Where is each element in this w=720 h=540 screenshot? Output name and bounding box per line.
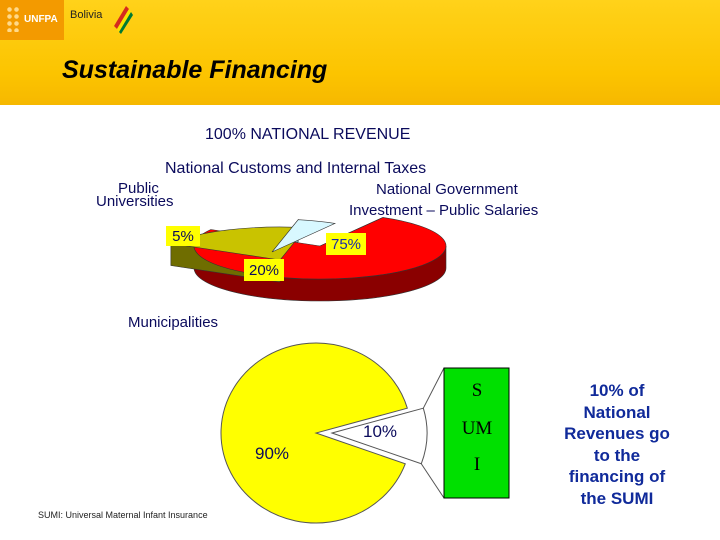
value-label: 75% — [331, 236, 361, 253]
logo-dots-icon — [6, 6, 20, 32]
page-title: Sustainable Financing — [62, 56, 328, 84]
universities-label-line1: Public — [118, 180, 159, 197]
universities-label-line2: Universities — [96, 193, 174, 210]
sumi-note-line: financing of — [568, 467, 666, 486]
country-label: Bolivia — [70, 9, 103, 21]
value-label: 90% — [255, 444, 289, 463]
slice-universities — [271, 219, 337, 253]
sumi-note-line: the SUMI — [580, 488, 654, 508]
connector-line — [422, 367, 445, 409]
footnote: SUMI: Universal Maternal Infant Insuranc… — [38, 510, 208, 520]
sumi-note-line: 10% of — [589, 381, 645, 400]
bolivia-flag-icon — [114, 6, 133, 34]
sumi-box-line-i: I — [474, 454, 480, 475]
municipal-pie-chart: 90% 10% — [220, 342, 445, 524]
revenue-pie-chart: 75% 20% 5% — [166, 216, 447, 302]
value-label: 5% — [172, 228, 194, 245]
customs-label: National Customs and Internal Taxes — [165, 160, 427, 177]
unfpa-logo: UNFPA — [0, 0, 64, 40]
revenue-heading: 100% NATIONAL REVENUE — [205, 126, 411, 143]
slice-municipal-remaining — [220, 342, 408, 524]
sumi-note-line: National — [583, 402, 651, 422]
value-label: 20% — [249, 262, 279, 279]
sumi-box-line-um: UM — [462, 418, 493, 439]
sumi-note-line: to the — [593, 445, 641, 465]
logo-text: UNFPA — [24, 14, 58, 25]
value-label: 10% — [363, 422, 397, 441]
value-label-box — [326, 233, 366, 255]
sumi-note: 10% of National Revenues go to the finan… — [548, 380, 686, 509]
value-label-box — [244, 259, 284, 281]
sumi-note-line: Revenues go — [564, 424, 670, 443]
connector-line — [420, 463, 445, 499]
sumi-box: S UM I — [443, 367, 510, 499]
slice-sumi — [330, 407, 428, 465]
value-label-box — [166, 226, 200, 246]
sumi-box-line-s: S — [472, 380, 483, 401]
government-label-line1: National Government — [376, 181, 518, 198]
header-bar: UNFPA Bolivia Sustainable Financing — [0, 0, 720, 105]
government-label-line2: Investment – Public Salaries — [349, 202, 539, 219]
municipalities-label: Municipalities — [128, 314, 219, 331]
